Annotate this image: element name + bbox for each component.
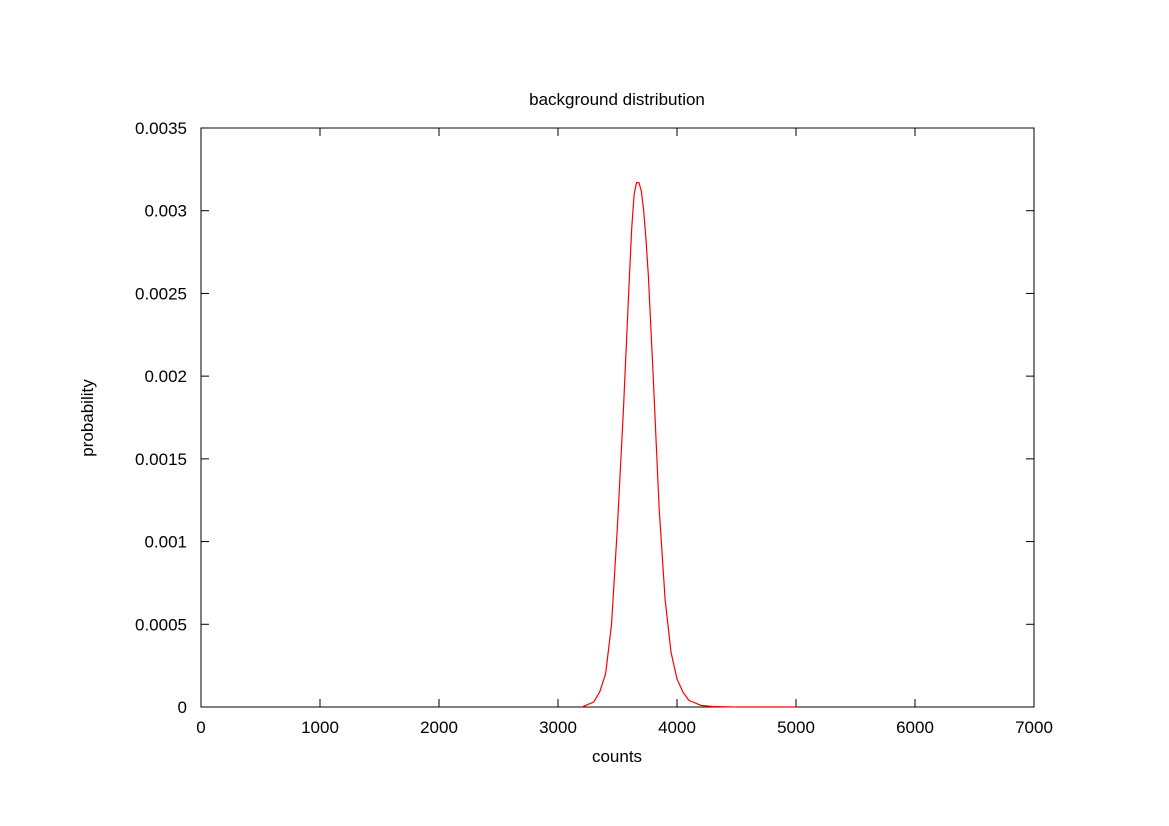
series-line xyxy=(581,181,796,708)
y-axis-label: probability xyxy=(78,379,97,457)
x-axis: 0 1000 2000 3000 4000 5000 6000 7000 xyxy=(196,128,1053,737)
y-tick-label: 0.002 xyxy=(144,367,187,386)
y-tick-label: 0.001 xyxy=(144,533,187,552)
x-tick-label: 4000 xyxy=(658,718,696,737)
y-tick-label: 0.0015 xyxy=(135,450,187,469)
y-tick-label: 0 xyxy=(178,698,187,717)
chart-title: background distribution xyxy=(529,90,705,109)
series-layer xyxy=(581,181,796,708)
y-tick-label: 0.0005 xyxy=(135,615,187,634)
x-tick-label: 2000 xyxy=(420,718,458,737)
x-tick-label: 3000 xyxy=(539,718,577,737)
y-tick-label: 0.003 xyxy=(144,202,187,221)
y-tick-label: 0.0025 xyxy=(135,284,187,303)
x-axis-label: counts xyxy=(592,747,642,766)
y-tick-label: 0.0035 xyxy=(135,119,187,138)
x-tick-label: 6000 xyxy=(896,718,934,737)
x-tick-label: 5000 xyxy=(777,718,815,737)
x-tick-label: 7000 xyxy=(1015,718,1053,737)
x-tick-label: 1000 xyxy=(301,718,339,737)
x-tick-label: 0 xyxy=(196,718,205,737)
y-axis: 0 0.0005 0.001 0.0015 0.002 0.0025 0.003 0.0035 xyxy=(135,119,1034,717)
plot-frame xyxy=(200,127,1035,708)
